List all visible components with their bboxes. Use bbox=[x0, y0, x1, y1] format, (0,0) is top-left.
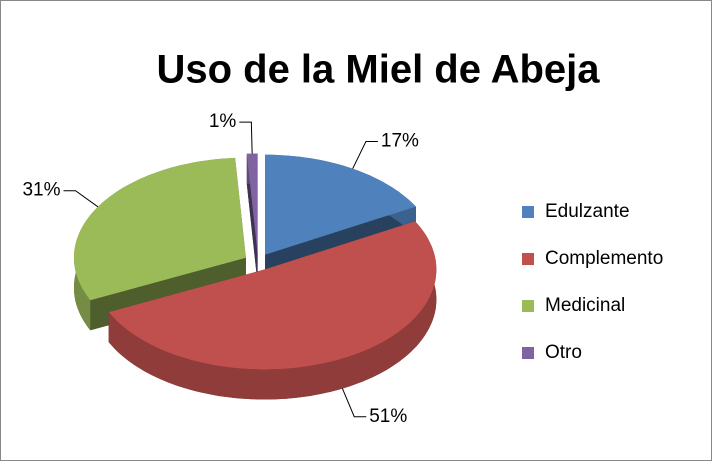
leader-line bbox=[352, 140, 378, 169]
data-label: 31% bbox=[22, 180, 60, 201]
legend-swatch bbox=[522, 206, 534, 218]
slice-top bbox=[108, 221, 437, 370]
chart-title: Uso de la Miel de Abeja bbox=[156, 48, 600, 92]
leader-line bbox=[239, 121, 253, 154]
data-label: 17% bbox=[381, 131, 419, 152]
leader-line bbox=[63, 190, 99, 208]
slice-top bbox=[265, 154, 416, 255]
legend-label: Otro bbox=[545, 342, 582, 363]
data-label: 51% bbox=[369, 406, 407, 427]
legend-label: Edulzante bbox=[545, 201, 630, 222]
slice bbox=[108, 221, 437, 400]
legend-swatch bbox=[522, 253, 534, 265]
legend-label: Medicinal bbox=[545, 295, 625, 316]
legend-label: Complemento bbox=[545, 248, 663, 269]
slice bbox=[246, 153, 258, 284]
slice-top bbox=[74, 157, 246, 301]
slice-wall bbox=[246, 153, 258, 284]
leader-line bbox=[341, 388, 367, 418]
legend-swatch bbox=[522, 347, 534, 359]
slice-top bbox=[246, 153, 258, 254]
data-label: 1% bbox=[209, 111, 237, 132]
legend-swatch bbox=[522, 300, 534, 312]
slice-side bbox=[108, 221, 437, 400]
